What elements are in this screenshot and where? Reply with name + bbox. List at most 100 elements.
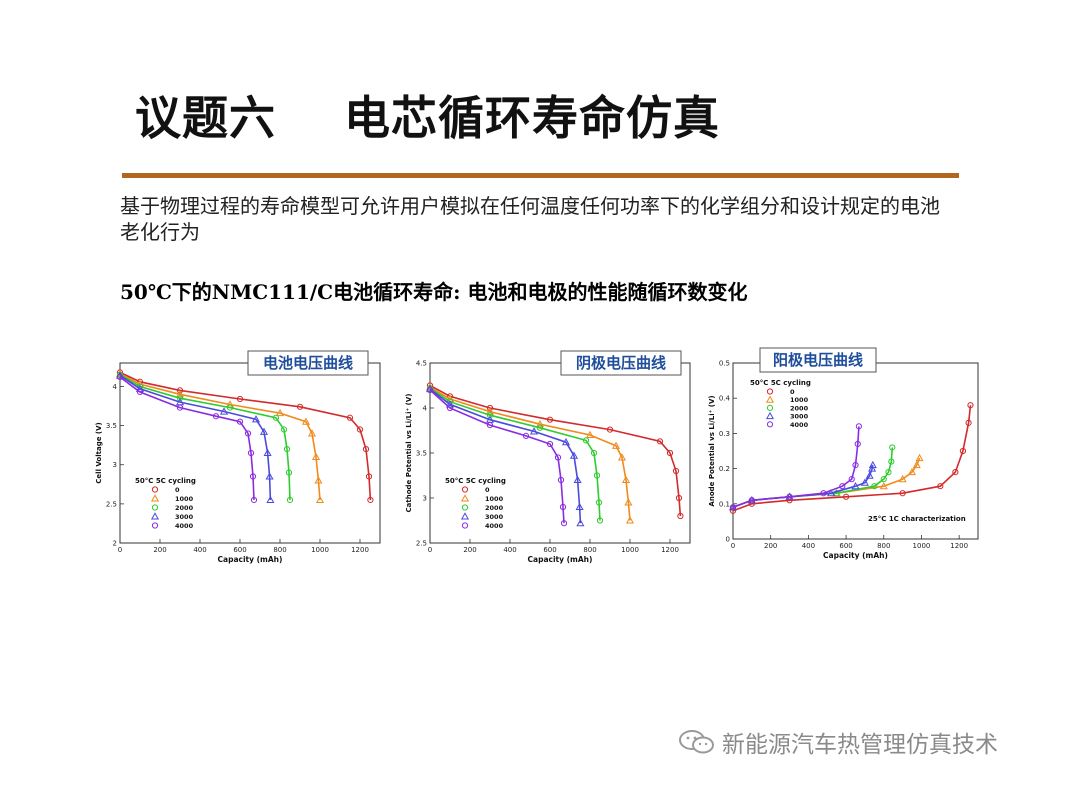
- data-point-0: [606, 426, 614, 433]
- data-point-1000: [275, 408, 285, 417]
- chart-title: 阳极电压曲线: [773, 351, 863, 369]
- chart-annotation: 25°C 1C characterization: [868, 515, 966, 523]
- chart-title: 阴极电压曲线: [576, 354, 666, 372]
- series-line-4000: [732, 426, 860, 509]
- x-tick-label: 200: [764, 542, 777, 550]
- data-point-0: [959, 447, 967, 455]
- chart-title-box: [247, 350, 369, 376]
- data-point-0: [656, 438, 664, 445]
- data-point-3000: [266, 495, 275, 504]
- data-point-4000: [426, 386, 434, 394]
- data-point-2000: [871, 483, 878, 490]
- y-tick-label: 0: [726, 536, 730, 544]
- data-point-2000: [226, 404, 234, 411]
- data-point-2000: [596, 517, 604, 524]
- legend-marker-4000: [151, 522, 159, 529]
- data-point-2000: [880, 476, 887, 483]
- data-point-0: [365, 473, 373, 480]
- data-point-1000: [617, 453, 627, 461]
- plot-frame: [732, 362, 979, 540]
- data-point-0: [666, 449, 674, 457]
- data-point-1000: [879, 481, 888, 490]
- x-tick-label: 0: [731, 542, 735, 550]
- legend-marker-2000: [766, 404, 774, 412]
- legend-label: 2000: [485, 504, 504, 512]
- series-line-3000: [119, 374, 272, 501]
- x-tick-label: 1200: [661, 546, 679, 554]
- data-point-2000: [833, 490, 840, 497]
- page-title: 议题六 电芯循环寿命仿真: [135, 91, 721, 145]
- data-point-3000: [529, 427, 539, 435]
- x-tick-label: 1200: [950, 542, 968, 550]
- data-point-1000: [314, 476, 323, 484]
- data-point-4000: [522, 432, 530, 440]
- data-point-1000: [625, 516, 635, 524]
- x-tick-label: 0: [118, 546, 122, 554]
- legend-label: 2000: [790, 404, 809, 412]
- data-point-4000: [848, 476, 855, 483]
- data-point-4000: [546, 440, 554, 448]
- x-tick-label: 1000: [913, 542, 931, 550]
- watermark: 新能源汽车热管理仿真技术: [678, 725, 998, 759]
- y-tick-label: 0.4: [719, 395, 731, 403]
- data-point-4000: [786, 493, 793, 500]
- y-tick-label: 0.2: [719, 465, 730, 473]
- legend-label: 3000: [790, 413, 809, 421]
- data-point-4000: [839, 483, 846, 490]
- data-point-4000: [748, 497, 755, 504]
- data-point-4000: [820, 490, 827, 497]
- y-tick-label: 3: [113, 461, 117, 469]
- data-point-1000: [175, 390, 185, 398]
- data-point-4000: [855, 423, 862, 430]
- data-point-4000: [212, 413, 220, 420]
- legend-marker-0: [766, 388, 774, 395]
- data-point-1000: [912, 460, 921, 469]
- legend-label: 1000: [175, 495, 194, 503]
- y-axis-label: Anode Potential vs Li/Li⁺ (V): [708, 395, 716, 506]
- data-point-3000: [569, 451, 579, 459]
- y-axis-label: Cathode Potential vs Li/Li⁺ (V): [405, 394, 413, 513]
- series-line-3000: [429, 388, 582, 524]
- data-point-4000: [554, 454, 562, 461]
- x-tick-label: 800: [273, 546, 286, 554]
- data-point-1000: [611, 441, 621, 449]
- data-point-2000: [582, 437, 590, 444]
- plot-frame: [119, 362, 381, 544]
- data-point-0: [842, 493, 850, 500]
- y-tick-label: 4: [113, 383, 118, 391]
- x-axis-label: Capacity (mAh): [823, 551, 888, 560]
- legend-title: 50°C 5C cycling: [445, 477, 506, 485]
- legend-marker-4000: [766, 421, 774, 428]
- series-line-2000: [429, 387, 601, 521]
- data-point-4000: [236, 418, 244, 425]
- legend-marker-2000: [151, 504, 159, 511]
- data-point-3000: [561, 437, 571, 446]
- data-point-1000: [115, 369, 125, 378]
- data-point-4000: [852, 461, 859, 469]
- legend-label: 0: [790, 388, 795, 396]
- x-tick-label: 800: [583, 546, 596, 554]
- data-point-0: [748, 500, 755, 507]
- section-subtitle: 50℃下的NMC111/C电池循环寿命: 电池和电极的性能随循环数变化: [120, 280, 748, 304]
- x-tick-label: 200: [463, 546, 476, 554]
- data-point-2000: [285, 469, 293, 476]
- x-tick-label: 800: [877, 542, 890, 550]
- legend-marker-3000: [765, 411, 775, 420]
- data-point-2000: [486, 412, 494, 419]
- data-point-3000: [259, 427, 269, 435]
- watermark-text: 新能源汽车热管理仿真技术: [722, 732, 998, 758]
- y-tick-label: 2.5: [416, 540, 427, 548]
- y-tick-label: 0.3: [719, 430, 730, 438]
- y-tick-label: 2: [113, 540, 117, 548]
- legend-marker-1000: [460, 494, 470, 502]
- cell-voltage-chart: 0 200 400 600 800 1000 1200 2 2.5 3 3.5 4 Capacity (…: [95, 350, 381, 564]
- legend-marker-3000: [460, 512, 470, 520]
- data-point-0: [937, 483, 944, 490]
- legend-title: 50°C 5C cycling: [135, 477, 196, 485]
- data-point-0: [486, 404, 494, 412]
- data-point-2000: [885, 469, 892, 476]
- data-point-3000: [573, 475, 582, 484]
- data-point-1000: [915, 453, 924, 462]
- anode-potential-chart: 0 200 400 600 800 1000 1200 0 0.1 0.2 0.3 0.4 0.5 Cap…: [708, 347, 979, 560]
- legend-marker-1000: [150, 494, 160, 502]
